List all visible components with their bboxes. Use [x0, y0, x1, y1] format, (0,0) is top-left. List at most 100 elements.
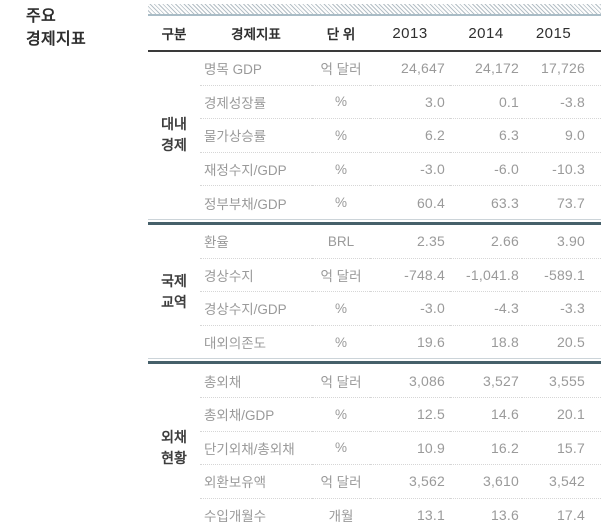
value-2013: -3.0	[370, 152, 450, 187]
page-title-line1: 주요	[26, 8, 57, 25]
section-divider	[148, 218, 601, 225]
value-2015: 9.0	[522, 118, 601, 153]
table-row: 재정수지/GDP% -3.0 -6.0 -10.3	[148, 152, 601, 187]
indicator-unit: 억 달러	[312, 362, 370, 398]
indicators-table-grid: 구분 경제지표 단 위 2013 2014 2015 대내 경제 명목 GDP 억 달…	[148, 16, 601, 522]
table-row: 수입개월수 개월 13.1 13.6 17.4	[148, 498, 601, 522]
indicator-unit: BRL	[312, 223, 370, 259]
indicator-name: 단기외채/총외채	[200, 431, 312, 466]
indicator-unit: %	[312, 291, 370, 326]
table-header-row: 구분 경제지표 단 위 2013 2014 2015	[148, 16, 601, 52]
table-row: 대내 경제 명목 GDP 억 달러 24,647 24,172 17,726	[148, 51, 601, 153]
col-header-2015: 2015	[522, 16, 601, 52]
section-label-line: 대내	[161, 116, 187, 133]
indicator-name: 정부부채/GDP	[204, 196, 287, 212]
indicator-name: 총외채/GDP	[200, 397, 312, 432]
indicator-name: 명목 GDP	[200, 51, 312, 86]
indicators-table: 구분 경제지표 단 위 2013 2014 2015 대내 경제 명목 GDP 억 달…	[148, 4, 601, 522]
value-2013: 6.2	[370, 118, 450, 153]
indicator-name: 경제성장률	[200, 85, 312, 120]
value-2013: -3.0	[370, 291, 450, 326]
indicator-unit: %	[312, 397, 370, 432]
value-2013: 19.6	[416, 334, 445, 351]
indicator-name: 수입개월수	[200, 498, 312, 522]
table-row: 정부부채/GDP% 60.4 63.3 73.7	[148, 186, 601, 220]
section-label-line: 교역	[161, 293, 187, 310]
table-row: 국제 교역 환율 BRL 2.35 2.66 3.90	[148, 223, 601, 310]
value-2013: 12.5	[370, 397, 450, 432]
table-row: 경제성장률% 3.0 0.1 -3.8	[148, 85, 601, 120]
table-row: 물가상승률% 6.2 6.3 9.0	[148, 118, 601, 153]
section-label-line: 외채	[161, 429, 187, 446]
table-row: 외채 현황 총외채 억 달러 3,086 3,527 3,555	[148, 362, 601, 466]
indicator-unit: 억 달러	[312, 464, 370, 499]
indicator-name: 재정수지/GDP	[200, 152, 312, 187]
value-2014: 6.3	[450, 118, 522, 153]
col-header-indicator: 경제지표	[200, 16, 312, 52]
indicator-unit: %	[334, 334, 347, 350]
value-2015: 3,542	[522, 464, 601, 499]
indicator-unit: %	[334, 195, 347, 211]
value-2014: -6.0	[450, 152, 522, 187]
table-row: 외환보유액 억 달러 3,562 3,610 3,542	[148, 464, 601, 499]
value-2013: 3,086	[370, 362, 450, 398]
section-divider-rule	[148, 218, 601, 225]
indicator-name: 경상수지	[200, 258, 312, 293]
value-2014: 16.2	[450, 431, 522, 466]
page-title: 주요 경제지표	[26, 5, 86, 51]
indicator-unit: 억 달러	[312, 258, 370, 293]
value-2015: 3.90	[522, 223, 601, 259]
value-2014: 0.1	[450, 85, 522, 120]
value-2013: 60.4	[416, 194, 445, 211]
page-title-line2: 경제지표	[26, 31, 87, 48]
value-2015: 73.7	[556, 194, 585, 211]
value-2014: 3,527	[450, 362, 522, 398]
value-2015: 17.4	[522, 498, 601, 522]
section-divider-rule	[148, 358, 601, 365]
value-2014: 13.6	[450, 498, 522, 522]
value-2013: 2.35	[370, 223, 450, 259]
indicator-unit: %	[312, 431, 370, 466]
table-row: 총외채/GDP% 12.5 14.6 20.1	[148, 397, 601, 432]
table-row: 대외의존도% 19.6 18.8 20.5	[148, 325, 601, 359]
col-header-category: 구분	[148, 16, 200, 52]
indicator-unit: 억 달러	[312, 51, 370, 86]
value-2015: -3.3	[522, 291, 601, 326]
table-row: 경상수지 억 달러 -748.4 -1,041.8 -589.1	[148, 258, 601, 293]
indicator-name: 총외채	[200, 362, 312, 398]
section-label-line: 국제	[161, 272, 187, 289]
indicator-name: 물가상승률	[200, 118, 312, 153]
value-2013: 3,562	[370, 464, 450, 499]
value-2014: -1,041.8	[450, 258, 522, 293]
value-2013: 10.9	[370, 431, 450, 466]
value-2014: -4.3	[450, 291, 522, 326]
section-label-line: 경제	[161, 137, 187, 154]
value-2015: 15.7	[522, 431, 601, 466]
indicator-name: 대외의존도	[204, 336, 267, 352]
col-header-2014: 2014	[450, 16, 522, 52]
value-2015: 20.5	[556, 334, 585, 351]
value-2015: 20.1	[522, 397, 601, 432]
indicator-unit: 개월	[312, 498, 370, 522]
indicator-unit: %	[312, 152, 370, 187]
table-top-hatch-band	[148, 4, 601, 16]
value-2015: -3.8	[522, 85, 601, 120]
value-2015: -589.1	[522, 258, 601, 293]
value-2013: 3.0	[370, 85, 450, 120]
section-divider	[148, 358, 601, 365]
value-2014: 3,610	[450, 464, 522, 499]
value-2015: 17,726	[522, 51, 601, 86]
table-row: 단기외채/총외채% 10.9 16.2 15.7	[148, 431, 601, 466]
value-2013: 13.1	[370, 498, 450, 522]
value-2014: 14.6	[450, 397, 522, 432]
value-2014: 24,172	[450, 51, 522, 86]
indicator-name: 환율	[200, 223, 312, 259]
col-header-2013: 2013	[370, 16, 450, 52]
indicator-name: 외환보유액	[200, 464, 312, 499]
indicator-name: 경상수지/GDP	[200, 291, 312, 326]
value-2015: 3,555	[522, 362, 601, 398]
value-2014: 63.3	[490, 194, 519, 211]
